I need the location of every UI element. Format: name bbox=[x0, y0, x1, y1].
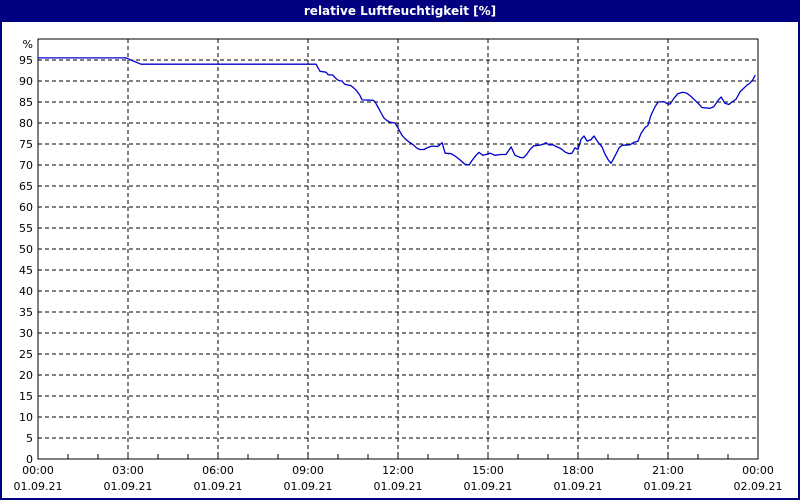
x-tick-time-label: 09:00 bbox=[292, 464, 324, 477]
title-bar: relative Luftfeuchtigkeit [%] bbox=[2, 2, 798, 22]
x-tick-time-label: 12:00 bbox=[382, 464, 414, 477]
x-tick-date-label: 01.09.21 bbox=[14, 480, 63, 493]
x-tick-date-label: 01.09.21 bbox=[554, 480, 603, 493]
y-tick-label: 5 bbox=[26, 432, 33, 445]
humidity-chart: 0 5 10 15 20 25 30 35 40 45 50 55 60 65 70 75 80 85 90 95% 0… bbox=[14, 38, 783, 493]
humidity-line-series bbox=[37, 57, 756, 166]
y-tick-label: 80 bbox=[19, 117, 33, 130]
x-tick-time-label: 00:00 bbox=[742, 464, 774, 477]
x-tick-time-label: 21:00 bbox=[652, 464, 684, 477]
x-tick-date-label: 01.09.21 bbox=[194, 480, 243, 493]
x-tick-date-label: 01.09.21 bbox=[284, 480, 333, 493]
y-tick-label: 15 bbox=[19, 390, 33, 403]
y-tick-label: 85 bbox=[19, 96, 33, 109]
y-tick-label: 65 bbox=[19, 180, 33, 193]
plot-frame bbox=[37, 38, 759, 460]
chart-area: 0 5 10 15 20 25 30 35 40 45 50 55 60 65 70 75 80 85 90 95% 0… bbox=[2, 22, 796, 498]
y-tick-label: 50 bbox=[19, 243, 33, 256]
x-tick-time-label: 18:00 bbox=[562, 464, 594, 477]
y-tick-label: 0 bbox=[26, 453, 33, 466]
y-tick-label: 20 bbox=[19, 369, 33, 382]
y-tick-label: 55 bbox=[19, 222, 33, 235]
y-tick-label: 95 bbox=[19, 54, 33, 67]
y-tick-label: 30 bbox=[19, 327, 33, 340]
y-axis-unit-label: % bbox=[23, 38, 33, 51]
y-tick-label: 10 bbox=[19, 411, 33, 424]
y-tick-label: 90 bbox=[19, 75, 33, 88]
x-tick-date-label: 01.09.21 bbox=[644, 480, 693, 493]
x-tick-time-label: 06:00 bbox=[202, 464, 234, 477]
y-tick-label: 40 bbox=[19, 285, 33, 298]
x-tick-date-label: 02.09.21 bbox=[734, 480, 783, 493]
y-tick-label: 60 bbox=[19, 201, 33, 214]
x-tick-time-label: 15:00 bbox=[472, 464, 504, 477]
x-tick-time-label: 03:00 bbox=[112, 464, 144, 477]
x-tick-date-label: 01.09.21 bbox=[464, 480, 513, 493]
y-tick-label: 35 bbox=[19, 306, 33, 319]
y-tick-label: 45 bbox=[19, 264, 33, 277]
y-tick-label: 75 bbox=[19, 138, 33, 151]
x-tick-time-label: 00:00 bbox=[22, 464, 54, 477]
y-tick-label: 25 bbox=[19, 348, 33, 361]
window-title: relative Luftfeuchtigkeit [%] bbox=[303, 4, 497, 18]
y-tick-label: 70 bbox=[19, 159, 33, 172]
x-tick-date-label: 01.09.21 bbox=[374, 480, 423, 493]
x-tick-date-label: 01.09.21 bbox=[104, 480, 153, 493]
